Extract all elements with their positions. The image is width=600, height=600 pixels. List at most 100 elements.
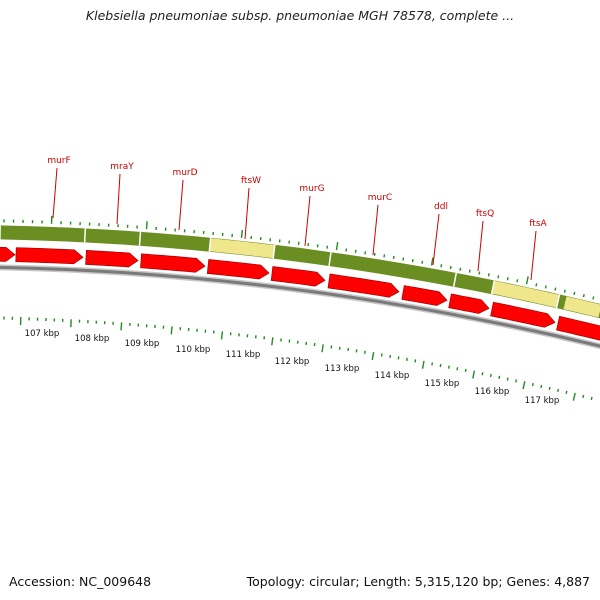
kbp-label: 112 kbp [275, 357, 310, 367]
kbp-label: 111 kbp [226, 350, 261, 360]
gene-leader-line [52, 167, 58, 219]
gene-leader-line [244, 187, 250, 240]
cds-arrow [556, 315, 600, 341]
kbp-tick [397, 356, 400, 360]
outer-tick [582, 294, 585, 298]
gene-leader-line [372, 204, 379, 256]
kbp-tick [456, 367, 459, 371]
kbp-label: 117 kbp [525, 396, 560, 406]
gene-label-murG: murG [299, 184, 324, 194]
kbp-tick [565, 390, 568, 394]
cds-arrow [206, 259, 270, 280]
cds-arrow [327, 273, 400, 298]
kbp-tick [522, 381, 526, 390]
kbp-tick [489, 373, 492, 378]
feature-boundary [272, 244, 276, 259]
outer-tick [402, 257, 405, 261]
outer-tick [535, 283, 538, 287]
cds-arrow-ring [0, 246, 600, 341]
outer-tick [335, 242, 339, 251]
gene-label-murC: murC [368, 193, 392, 203]
gene-leader-line [178, 179, 184, 231]
outer-tick [563, 289, 566, 293]
outer-tick [478, 271, 481, 275]
gene-label-ftsQ: ftsQ [476, 209, 494, 219]
kbp-tick-ring [3, 316, 593, 401]
outer-tick [497, 275, 500, 279]
outer-tick [421, 260, 424, 264]
khaki-feature-segment [563, 296, 600, 318]
accession-text: Accession: NC_009648 [9, 574, 152, 589]
kbp-tick [321, 344, 324, 353]
gene-label-murD: murD [172, 168, 197, 178]
outer-tick [525, 276, 529, 285]
cds-arrow [270, 266, 326, 287]
kbp-label: 110 kbp [176, 345, 211, 355]
feature-boundary [452, 272, 458, 287]
kbp-tick [447, 365, 450, 369]
genome-summary-text: Topology: circular; Length: 5,315,120 bp… [246, 574, 590, 589]
kbp-tick [472, 370, 476, 379]
gene-label-ring: murF mraY murD ftsW murG murC ddl ftsQ ftsA [47, 156, 548, 281]
kbp-label: 116 kbp [475, 387, 510, 397]
gene-leader-line [530, 230, 537, 281]
khaki-feature-segment [491, 280, 560, 308]
kbp-tick [120, 322, 123, 331]
gene-label-ftsW: ftsW [241, 176, 261, 186]
feature-band-ring [0, 225, 600, 319]
kbp-tick [389, 354, 392, 359]
outer-tick [487, 273, 490, 277]
gene-label-ddl: ddl [434, 202, 448, 212]
gene-leader-line [304, 195, 311, 247]
outer-tick [411, 259, 414, 263]
kbp-label: 114 kbp [375, 371, 410, 381]
kbp-tick [464, 368, 467, 373]
gene-leader-line [477, 220, 484, 272]
outer-tick [573, 291, 576, 296]
cds-arrow [85, 250, 139, 268]
kbp-tick [421, 360, 425, 369]
outer-tick [468, 269, 471, 273]
kbp-label: 108 kbp [75, 334, 110, 344]
kbp-tick [498, 375, 501, 379]
kbp-tick [414, 359, 417, 363]
kbp-tick [439, 363, 442, 368]
gene-label-ftsA: ftsA [529, 219, 547, 229]
outer-tick [430, 257, 434, 266]
kbp-tick [220, 331, 224, 340]
cds-arrow [401, 285, 448, 306]
gene-label-mraY: mraY [110, 162, 134, 172]
feature-boundary [328, 252, 332, 267]
cds-arrow [448, 293, 490, 314]
kbp-label-ring: 107 kbp 108 kbp 109 kbp 110 kbp 111 kbp 112 k… [25, 329, 560, 406]
feature-boundary [490, 280, 496, 295]
backbone-line [0, 265, 600, 348]
khaki-feature-segment [209, 238, 275, 259]
cds-arrow [15, 247, 84, 265]
gene-label-murF: murF [47, 156, 70, 166]
kbp-label: 107 kbp [25, 329, 60, 339]
outer-tick [449, 265, 452, 270]
kbp-tick [557, 388, 560, 392]
outer-tick [240, 229, 244, 239]
cds-arrow [140, 253, 206, 273]
gene-leader-line [116, 173, 121, 225]
outer-tick [440, 264, 443, 268]
cds-arrow [0, 246, 16, 262]
gene-leader-line [432, 213, 440, 266]
kbp-label: 115 kbp [425, 379, 460, 389]
outer-tick [544, 285, 547, 289]
cds-arrow [490, 301, 556, 328]
kbp-tick [170, 326, 173, 335]
outer-tick [516, 279, 519, 283]
feature-boundary [138, 231, 142, 246]
outer-tick [459, 267, 462, 271]
feature-boundary [208, 237, 212, 252]
kbp-tick [405, 357, 408, 361]
feature-boundary [555, 294, 561, 309]
map-title: Klebsiella pneumoniae subsp. pneumoniae … [85, 8, 515, 23]
outer-tick [506, 277, 509, 281]
kbp-tick [481, 372, 484, 376]
outer-tick [592, 296, 595, 300]
